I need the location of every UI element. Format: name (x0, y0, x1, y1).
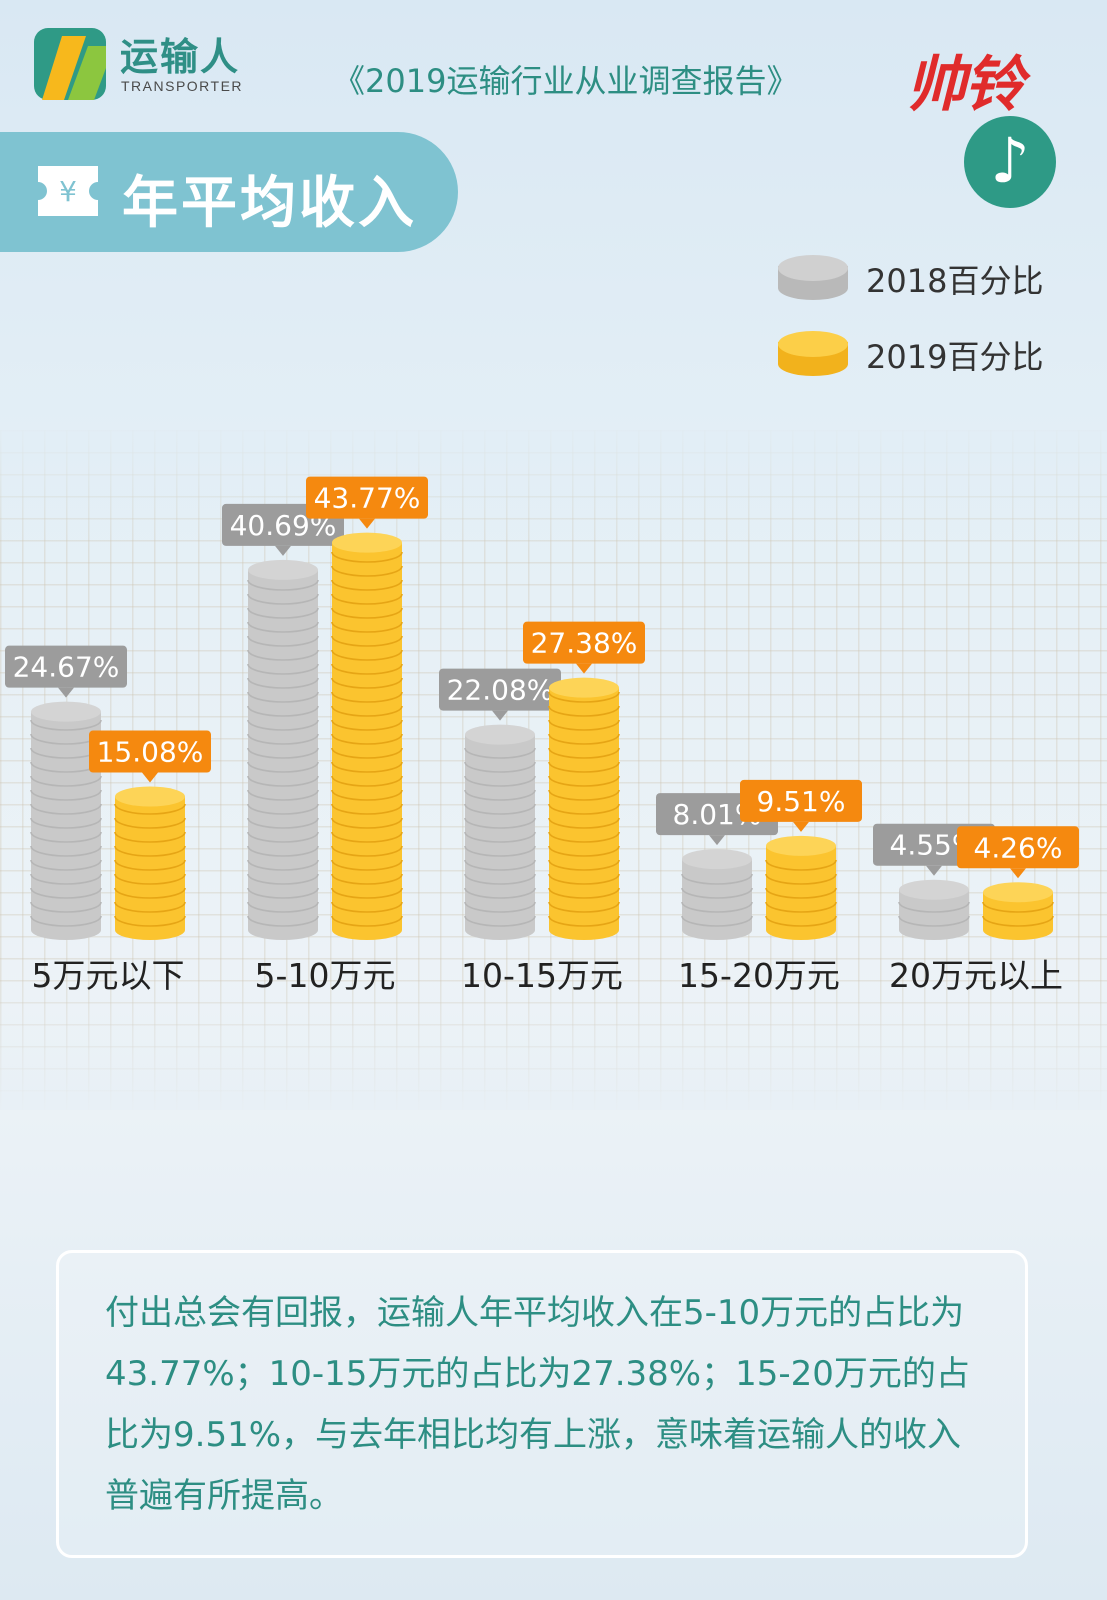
data-label-text: 9.51% (757, 785, 846, 818)
data-label-2019-3: 9.51% (740, 779, 862, 832)
svg-text:¥: ¥ (59, 175, 77, 208)
data-label-2018-2: 22.08% (439, 668, 561, 721)
legend-item-2019: 2019百分比 (776, 326, 1066, 382)
coin-stack-2019-1 (331, 532, 403, 940)
report-title: 《2019运输行业从业调查报告》 (333, 62, 799, 100)
data-label-text: 15.08% (97, 736, 204, 769)
coin-stack-2018-1 (247, 559, 319, 940)
legend-label-2019: 2019百分比 (866, 338, 1044, 376)
category-label-0: 5万元以下 (32, 956, 185, 995)
yen-ticket-icon: ¥ (38, 166, 98, 216)
partner-logo: 帅铃 (906, 50, 1024, 120)
category-label-2: 10-15万元 (461, 956, 623, 995)
data-label-text: 22.08% (447, 674, 554, 707)
data-label-text: 27.38% (531, 627, 638, 660)
data-label-2019-1: 43.77% (306, 476, 428, 529)
transporter-logo-icon (34, 28, 106, 100)
section-title: 年平均收入 (122, 171, 417, 236)
brand-name-en: TRANSPORTER (121, 78, 244, 94)
category-label-3: 15-20万元 (678, 956, 840, 995)
data-label-2018-0: 24.67% (5, 645, 127, 698)
data-label-text: 4.26% (974, 831, 1063, 864)
income-chart: 24.67%15.08%5万元以下40.69%43.77%5-10万元22.08… (5, 476, 1079, 995)
data-label-2019-2: 27.38% (523, 621, 645, 674)
brand-name: 运输人 (120, 35, 241, 79)
coin-stack-2018-3 (681, 849, 753, 940)
legend-coin-2019-icon (778, 331, 848, 376)
data-label-text: 43.77% (314, 482, 421, 515)
coin-stack-2019-0 (114, 786, 186, 940)
summary-box: 付出总会有回报，运输人年平均收入在5-10万元的占比为43.77%；10-15万… (56, 1250, 1028, 1558)
legend-coin-2018-icon (778, 255, 848, 300)
data-label-2019-4: 4.26% (957, 826, 1079, 879)
category-label-1: 5-10万元 (255, 956, 396, 995)
summary-text: 付出总会有回报，运输人年平均收入在5-10万元的占比为43.77%；10-15万… (105, 1293, 970, 1516)
legend-item-2018: 2018百分比 (776, 250, 1066, 306)
data-label-text: 24.67% (13, 651, 120, 684)
coin-stack-2018-4 (898, 879, 970, 940)
coin-stack-2018-2 (464, 724, 536, 940)
coin-stack-2019-4 (982, 882, 1054, 940)
category-label-4: 20万元以上 (889, 956, 1063, 995)
coin-stack-2019-2 (548, 677, 620, 940)
data-label-2019-0: 15.08% (89, 730, 211, 783)
coin-stack-2019-3 (765, 835, 837, 940)
music-note-icon[interactable]: ♪ (964, 116, 1056, 208)
legend-label-2018: 2018百分比 (866, 262, 1044, 300)
